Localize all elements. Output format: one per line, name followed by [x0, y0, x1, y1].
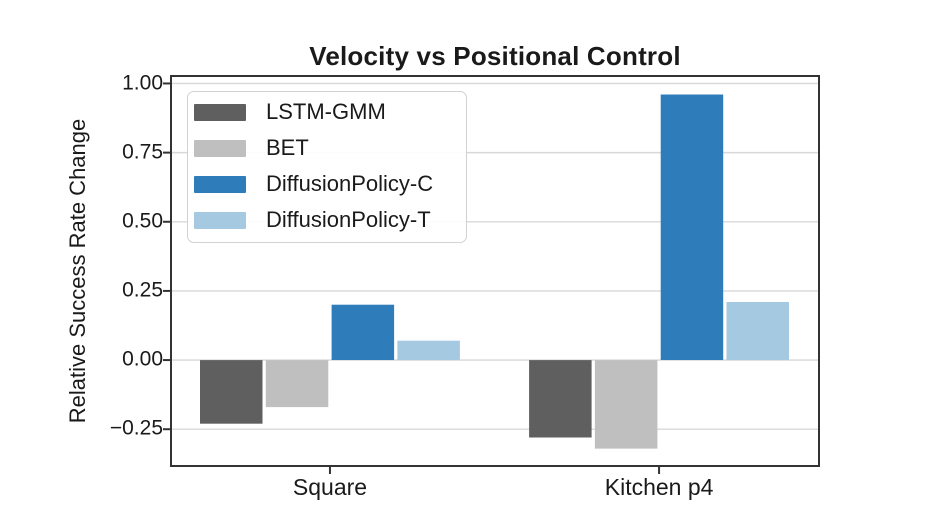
- legend-swatch-lstm-gmm: [194, 103, 246, 121]
- bar-diffusionpolicy-c-square: [331, 304, 395, 360]
- bar-bet-kitchen-p4: [594, 360, 658, 449]
- bar-diffusionpolicy-t-kitchen-p4: [726, 302, 789, 361]
- legend-label-diffusionpolicy-c: DiffusionPolicy-C: [266, 171, 434, 196]
- legend-swatch-diffusionpolicy-c: [194, 175, 246, 193]
- legend-item-lstm-gmm: LSTM-GMM: [194, 94, 460, 130]
- y-axis-label: Relative Success Rate Change: [65, 118, 90, 424]
- bar-diffusionpolicy-t-square: [397, 340, 460, 361]
- legend-swatch-diffusionpolicy-t: [194, 211, 246, 229]
- bar-lstm-gmm-kitchen-p4: [529, 360, 592, 438]
- legend-item-diffusionpolicy-t: DiffusionPolicy-T: [194, 202, 460, 238]
- bar-bet-square: [265, 360, 329, 408]
- legend-swatch-bet: [194, 139, 246, 157]
- legend-label-diffusionpolicy-t: DiffusionPolicy-T: [266, 207, 431, 232]
- bar-diffusionpolicy-c-kitchen-p4: [660, 94, 724, 360]
- legend-label-lstm-gmm: LSTM-GMM: [266, 99, 386, 124]
- legend-item-bet: BET: [194, 130, 460, 166]
- legend-label-bet: BET: [266, 135, 309, 160]
- bar-lstm-gmm-square: [200, 360, 263, 424]
- plot-frame: [170, 75, 820, 467]
- chart-title: Velocity vs Positional Control: [309, 41, 681, 71]
- legend-item-diffusionpolicy-c: DiffusionPolicy-C: [194, 166, 460, 202]
- legend: LSTM-GMM BET DiffusionPolicy-C Diffusion…: [187, 91, 467, 243]
